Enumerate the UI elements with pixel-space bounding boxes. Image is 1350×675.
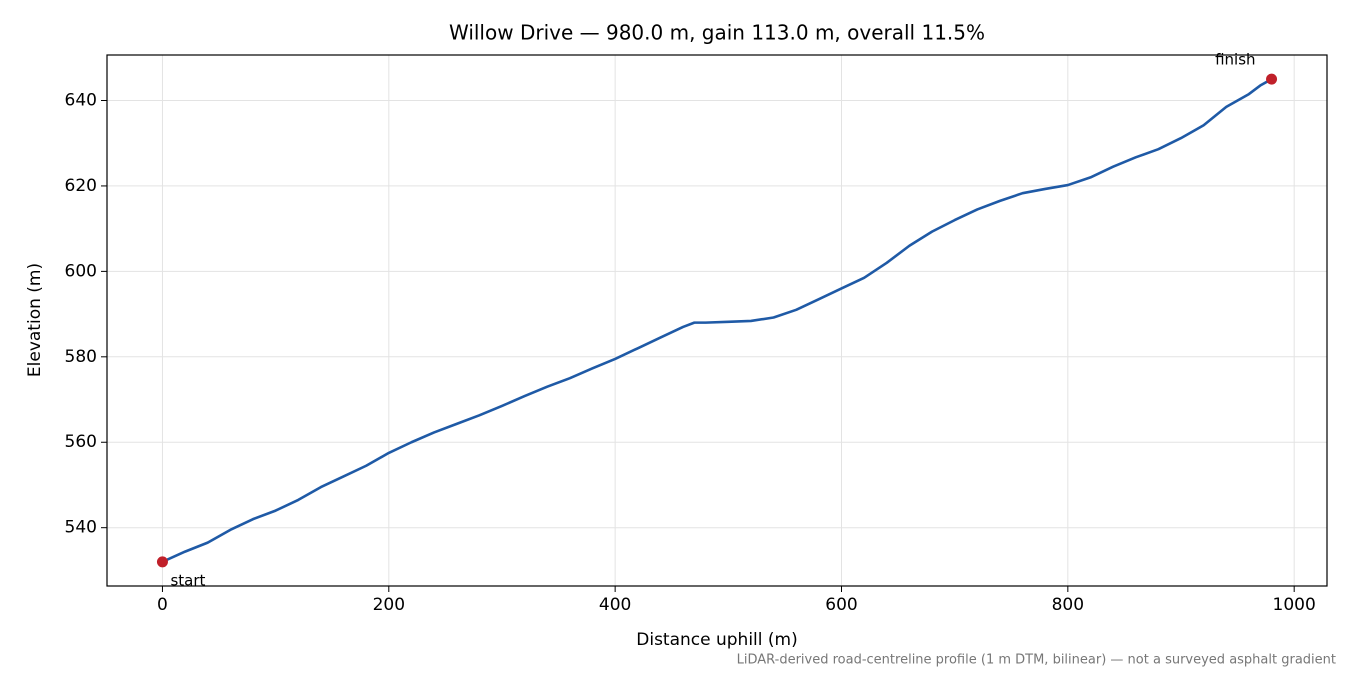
x-tick-label: 0 (157, 595, 168, 615)
plot-frame (106, 54, 1328, 587)
y-tick-label: 560 (65, 432, 97, 452)
x-tick-label: 400 (599, 595, 631, 615)
y-tick-label: 540 (65, 518, 97, 538)
x-tick-label: 800 (1052, 595, 1084, 615)
endpoint-label: finish (1215, 51, 1255, 69)
x-tick-label: 200 (373, 595, 405, 615)
chart-title: Willow Drive — 980.0 m, gain 113.0 m, ov… (449, 21, 985, 45)
y-tick-label: 620 (65, 176, 97, 196)
x-axis-label: Distance uphill (m) (636, 630, 797, 650)
x-tick-label: 1000 (1273, 595, 1316, 615)
y-tick-label: 640 (65, 90, 97, 110)
x-tick-label: 600 (825, 595, 857, 615)
footnote: LiDAR-derived road-centreline profile (1… (737, 653, 1336, 668)
endpoint-marker (1266, 73, 1278, 85)
y-axis-label: Elevation (m) (25, 263, 45, 377)
y-tick-label: 580 (65, 347, 97, 367)
elevation-line (161, 78, 1273, 564)
endpoint-marker (156, 556, 168, 568)
endpoint-label: start (170, 571, 205, 589)
y-tick-label: 600 (65, 261, 97, 281)
